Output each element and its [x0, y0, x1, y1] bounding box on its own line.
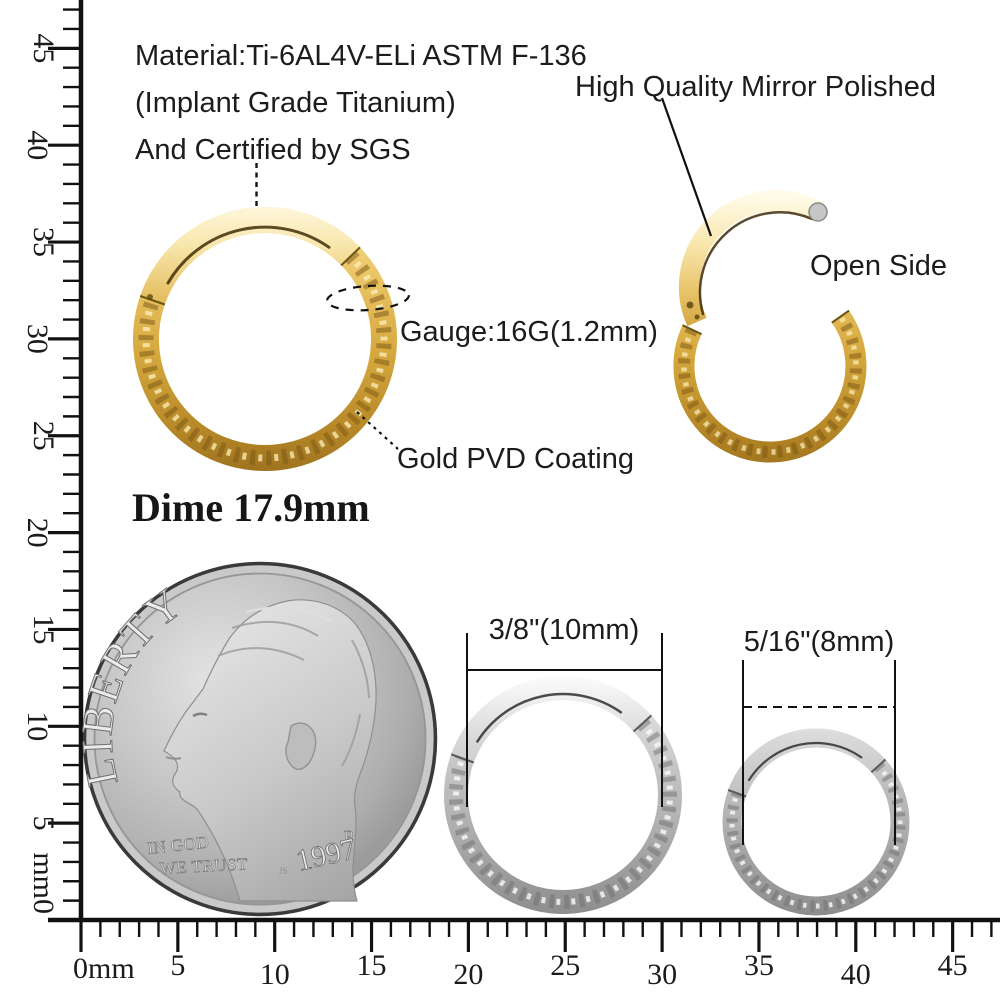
silver-small-texture-light: [729, 764, 903, 909]
left-ruler-zero-label: mm0: [27, 852, 60, 914]
coin-portrait-hair-highlight: [245, 606, 333, 624]
open-ring-hinge-mark: [686, 301, 694, 309]
left-ruler-number: 30: [21, 324, 54, 354]
coin-rim: [86, 565, 434, 913]
left-ruler: 5 10 15 20 25 30 35 40 45 mm0: [21, 0, 84, 920]
bottom-ruler-number: 15: [357, 949, 387, 982]
bottom-ruler-number: 10: [260, 958, 290, 991]
gold-ring-reflection-line: [166, 225, 331, 285]
open-ring-seam-tip: [831, 309, 850, 324]
coin-portrait-eye: [192, 712, 208, 718]
coin-mint-mark: P: [344, 827, 353, 846]
bottom-ruler-number: 5: [170, 949, 185, 982]
coating-label: Gold PVD Coating: [397, 443, 634, 475]
gold-ring-hinge-mark: [147, 294, 153, 300]
left-ruler-number: 10: [21, 711, 54, 741]
material-label-line1: Material:Ti-6AL4V-ELi ASTM F-136: [135, 40, 587, 72]
silver-large-texture-dark: [449, 718, 677, 909]
dime-heading: Dime 17.9mm: [132, 485, 370, 530]
size-label-large: 3/8"(10mm): [488, 614, 640, 646]
coin-portrait-hair: [217, 620, 370, 767]
coin-edge: [82, 561, 438, 917]
open-side-label: Open Side: [810, 250, 948, 282]
bottom-ruler-number: 20: [453, 958, 483, 991]
silver-large-seam-left: [450, 753, 475, 764]
gold-ring-seam-left: [139, 295, 166, 306]
left-ruler-number: 40: [21, 130, 54, 160]
material-label-line2: (Implant Grade Titanium): [135, 87, 456, 119]
open-ring-reflection-line: [698, 211, 814, 316]
gauge-label: Gauge:16G(1.2mm): [400, 316, 658, 348]
coin-motto-line2: WE TRUST: [159, 854, 248, 878]
callouts: [255, 97, 713, 450]
left-ruler-number: 5: [27, 816, 60, 831]
open-ring-texture-light: [681, 315, 859, 455]
silver-large-reflection-line: [476, 692, 623, 743]
dime-coin: LIBERTY IN GOD WE TRUST P 1997 JS: [72, 561, 438, 917]
mirror-polished-label: High Quality Mirror Polished: [575, 71, 937, 103]
gold-closed-ring: [133, 207, 397, 471]
silver-large-texture-light: [453, 721, 673, 905]
open-ring-seam-hinge: [682, 324, 703, 336]
silver-small-smooth-segment: [728, 728, 886, 797]
coin-portrait-ear: [285, 722, 317, 770]
gold-ring-smooth-segment: [140, 207, 360, 305]
pointer-dots-coating: [356, 411, 399, 450]
open-ring-smooth-segment: [678, 190, 824, 327]
bottom-ruler-number: 25: [550, 949, 580, 982]
dimension-small: [742, 660, 896, 845]
silver-small-reflection-line: [747, 741, 863, 782]
open-ring-hinge-mark2: [694, 314, 700, 320]
bottom-ruler: 5 10 15 20 25 30 35 40 45 0mm: [48, 917, 1000, 991]
bottom-ruler-number: 40: [841, 958, 871, 991]
left-ruler-number: 15: [27, 614, 60, 644]
gauge-ellipse: [325, 284, 411, 312]
left-ruler-number: 20: [21, 518, 54, 548]
silver-small-seam-right: [870, 758, 887, 773]
gold-open-ring: [673, 190, 867, 463]
coin-rim-inner: [93, 572, 427, 906]
gold-ring-texture-light: [142, 253, 388, 462]
open-ring-pin-tip: [808, 202, 828, 222]
coin-portrait-mouth: [165, 756, 182, 760]
coin-designer-initials: JS: [279, 866, 288, 876]
coin-portrait: [163, 599, 377, 902]
bottom-ruler-zero-label: 0mm: [73, 952, 135, 985]
silver-ring-large: [444, 676, 682, 914]
material-label-line3: And Certified by SGS: [135, 134, 411, 166]
bottom-ruler-number: 45: [938, 949, 968, 982]
silver-large-smooth-segment: [451, 676, 652, 763]
silver-small-texture-dark: [726, 762, 906, 912]
bottom-ruler-number: 30: [647, 958, 677, 991]
silver-large-seam-right: [632, 714, 653, 733]
size-label-small: 5/16"(8mm): [743, 626, 895, 658]
bottom-ruler-number: 35: [744, 949, 774, 982]
dimension-large: [466, 633, 663, 807]
left-ruler-number: 35: [27, 227, 60, 257]
gold-ring-seam-right: [340, 246, 361, 267]
left-ruler-number: 25: [27, 421, 60, 451]
pointer-line-mirror: [660, 97, 713, 237]
silver-ring-small: [722, 728, 910, 916]
left-ruler-number: 45: [27, 33, 60, 63]
